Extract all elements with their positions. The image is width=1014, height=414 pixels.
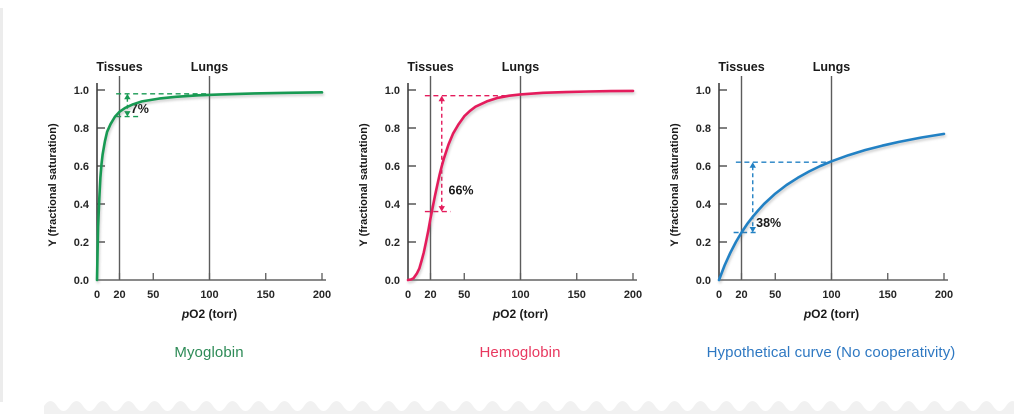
x-axis-title: pO2 (torr) [181,307,237,321]
y-tick-label: 0.0 [385,275,400,287]
hemoglobin-chart: Tissues Lungs 0 20 50 100 150 200 0.0 0.2 0.4 0.6 0.… [358,60,642,321]
x-axis-title: pO2 (torr) [803,307,859,321]
x-tick-label: 200 [313,289,331,301]
tissues-label: Tissues [718,60,764,74]
y-tick-label: 0.8 [385,123,400,135]
y-tick-label: 1.0 [74,85,89,97]
y-tick-label: 0.6 [385,161,400,173]
delta-arrow-head-up [749,162,756,168]
lungs-label: Lungs [502,60,540,74]
delta-arrow-head-down [749,227,756,233]
x-tick-label: 150 [879,289,897,301]
delta-arrow-head-down [438,206,445,212]
x-tick-label: 20 [424,289,436,301]
x-tick-label: 0 [405,289,411,301]
y-tick-label: 0.6 [74,161,89,173]
x-tick-label: 100 [200,289,218,301]
y-tick-label: 0.8 [696,123,711,135]
caption-hemoglobin: Hemoglobin [479,344,561,361]
x-tick-label: 20 [735,289,747,301]
caption-hypothetical: Hypothetical curve (No cooperativity) [706,344,956,361]
torn-edge-decoration [44,394,1014,414]
y-tick-label: 0.6 [696,161,711,173]
y-tick-label: 0.2 [385,237,400,249]
torn-edge-band [44,394,1014,414]
hypothetical-no-cooperativity-curve [717,132,946,282]
x-axis-title: pO2 (torr) [492,307,548,321]
y-tick-label: 1.0 [385,85,400,97]
y-tick-label: 0.0 [696,275,711,287]
y-axis-title: Y (fractional saturation) [669,123,681,247]
x-tick-label: 0 [94,289,100,301]
x-tick-label: 50 [147,289,159,301]
x-tick-label: 200 [935,289,953,301]
x-tick-label: 100 [822,289,840,301]
y-axis-title: Y (fractional saturation) [358,123,370,247]
x-tick-label: 50 [769,289,781,301]
delta-percent-label: 66% [449,184,474,198]
y-tick-label: 0.0 [74,275,89,287]
y-tick-label: 0.2 [74,237,89,249]
tissues-label: Tissues [407,60,453,74]
lungs-label: Lungs [813,60,851,74]
y-axis-title: Y (fractional saturation) [47,123,59,247]
hypothetical-chart: Tissues Lungs 0 20 50 100 150 200 0.0 0.2 0.4 0.6 0.… [669,60,953,321]
x-tick-label: 100 [511,289,529,301]
lungs-label: Lungs [191,60,229,74]
myoglobin-chart: Tissues Lungs 0 20 50 100 150 200 0.0 0.2 0.4 0.6 0.… [47,60,331,321]
y-tick-label: 1.0 [696,85,711,97]
y-tick-label: 0.8 [74,123,89,135]
delta-percent-label: 38% [756,216,781,230]
y-tick-label: 0.4 [74,199,90,211]
delta-arrow-head-up [438,95,445,102]
y-tick-label: 0.4 [696,199,712,211]
y-tick-label: 0.2 [696,237,711,249]
x-tick-label: 150 [257,289,275,301]
delta-percent-label: 7% [131,102,149,116]
x-tick-label: 150 [568,289,586,301]
page-edge-strip [0,8,3,402]
x-tick-label: 50 [458,289,470,301]
y-tick-label: 0.4 [385,199,401,211]
myoglobin-curve [95,91,324,282]
x-tick-label: 0 [716,289,722,301]
tissues-label: Tissues [96,60,142,74]
delta-arrow-head-down [124,111,131,117]
caption-myoglobin: Myoglobin [174,344,244,361]
delta-arrow-head-up [124,93,131,100]
x-tick-label: 20 [113,289,125,301]
hemoglobin-curve [406,89,635,282]
x-tick-label: 200 [624,289,642,301]
